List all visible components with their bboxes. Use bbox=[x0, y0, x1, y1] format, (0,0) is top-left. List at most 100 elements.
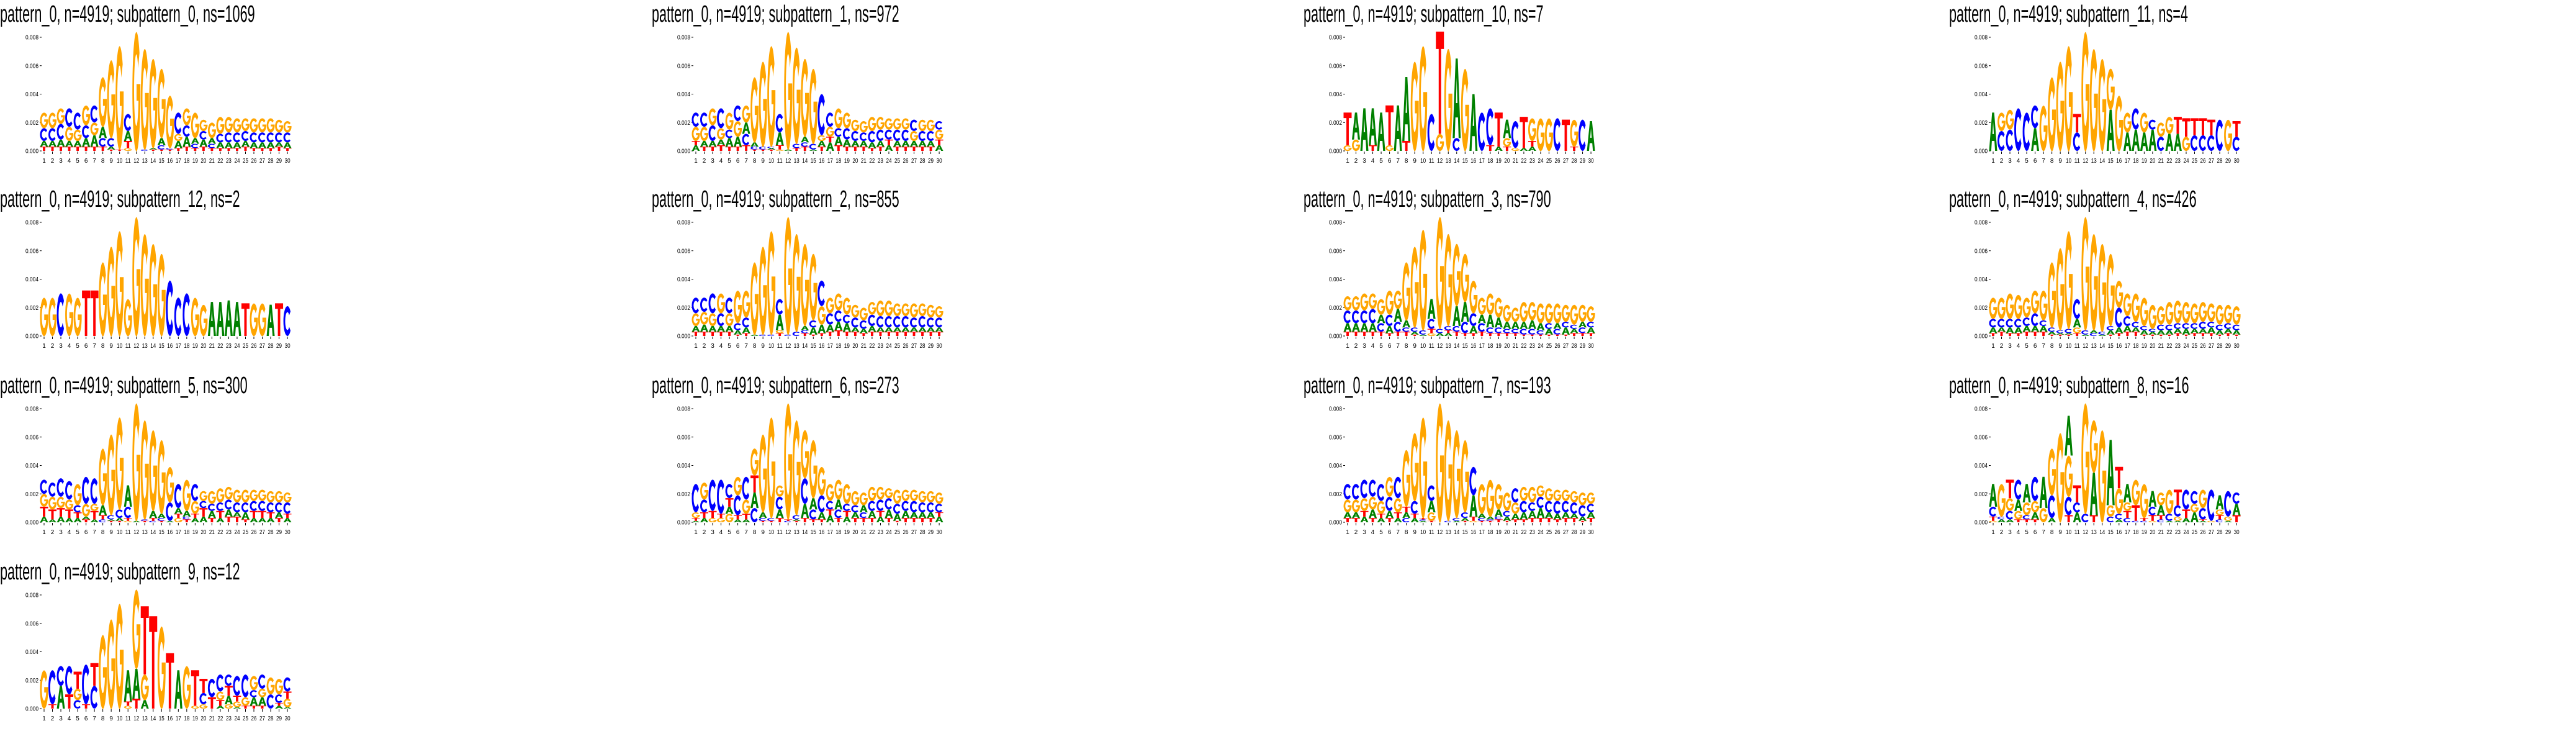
logo-letter-c-glyph bbox=[876, 499, 884, 511]
x-tick-label: 30 bbox=[937, 158, 942, 165]
y-tick-label: 0.006 bbox=[1329, 248, 1342, 255]
logo-letter-a-glyph bbox=[157, 514, 166, 519]
logo-letter-c-glyph bbox=[2014, 319, 2022, 328]
logo-letter-t-glyph bbox=[1402, 506, 1411, 512]
logo-letter-g-glyph bbox=[1486, 293, 1495, 315]
logo-letter-a-glyph bbox=[258, 697, 267, 706]
logo-letter-g-glyph bbox=[851, 304, 860, 318]
logo-letter-g-glyph bbox=[1570, 304, 1578, 325]
y-tick-label: 0.008 bbox=[25, 592, 38, 599]
logo-letter-a-glyph bbox=[775, 314, 784, 330]
logo-letter-c-glyph bbox=[73, 700, 81, 709]
logo-letter-a-glyph bbox=[174, 670, 182, 709]
x-tick-label: 18 bbox=[2133, 158, 2138, 165]
logo-letter-a-glyph bbox=[1427, 501, 1436, 512]
logo-letter-c-glyph bbox=[1570, 502, 1578, 514]
logo-letter-c-glyph bbox=[99, 519, 106, 523]
logo-letter-t-glyph bbox=[725, 147, 734, 152]
logo-letter-g-glyph bbox=[1503, 492, 1511, 511]
logo-letter-a-glyph bbox=[918, 512, 927, 519]
logo-letter-g-glyph bbox=[1486, 479, 1495, 517]
x-tick-label: 15 bbox=[159, 529, 164, 536]
logo-letter-a-glyph bbox=[1544, 512, 1553, 519]
logo-letter-t-glyph bbox=[65, 694, 74, 709]
logo-letter-t-glyph bbox=[725, 498, 734, 507]
logo-letter-g-glyph bbox=[700, 483, 709, 500]
x-tick-label: 12 bbox=[785, 529, 791, 536]
logo-letter-g-glyph bbox=[1477, 484, 1486, 514]
x-tick-label: 3 bbox=[711, 343, 714, 350]
logo-letter-c-glyph bbox=[2073, 299, 2081, 319]
x-tick-label: 23 bbox=[226, 529, 232, 536]
logo-letter-a-glyph bbox=[2190, 329, 2199, 333]
logo-letter-c-glyph bbox=[2232, 137, 2240, 152]
logo-letter-g-glyph bbox=[99, 448, 107, 506]
logo-letter-g-glyph bbox=[1511, 307, 1520, 322]
logo-letter-c-glyph bbox=[2123, 518, 2131, 523]
logo-letter-c-glyph bbox=[149, 520, 156, 522]
logo-letter-t-glyph bbox=[700, 512, 709, 519]
logo-letter-a-glyph bbox=[2014, 327, 2023, 333]
logo-letter-a-glyph bbox=[1997, 327, 2006, 332]
logo-letter-g-glyph bbox=[2081, 403, 2090, 515]
y-tick-label: 0.000 bbox=[677, 333, 690, 340]
logo-letter-g-glyph bbox=[73, 297, 82, 337]
logo-letter-g-glyph bbox=[233, 489, 241, 503]
logo-letter-t-glyph bbox=[2031, 332, 2040, 337]
logo-letter-a-glyph bbox=[73, 140, 82, 147]
x-tick-label: 18 bbox=[184, 715, 189, 722]
logo-letter-a-glyph bbox=[708, 325, 717, 332]
logo-letter-c-glyph bbox=[759, 334, 767, 336]
x-tick-label: 7 bbox=[92, 529, 96, 536]
logo-letter-c-glyph bbox=[1570, 324, 1578, 329]
logo-letter-g-glyph bbox=[910, 131, 919, 142]
logo-letter-a-glyph bbox=[2031, 512, 2040, 520]
logo-letter-g-glyph bbox=[157, 253, 166, 337]
logo-letter-a-glyph bbox=[40, 140, 48, 147]
logo-letter-g-glyph bbox=[140, 674, 149, 701]
logo-letter-a-glyph bbox=[2022, 325, 2031, 332]
logo-letter-g-glyph bbox=[233, 701, 241, 707]
logo-letter-t-glyph bbox=[792, 520, 801, 522]
x-tick-label: 29 bbox=[928, 343, 934, 350]
logo-letter-a-glyph bbox=[124, 130, 132, 141]
x-tick-label: 10 bbox=[117, 529, 122, 536]
logo-letter-g-glyph bbox=[717, 518, 726, 523]
logo-letter-a-glyph bbox=[1452, 520, 1461, 522]
logo-letter-a-glyph bbox=[742, 519, 750, 523]
logo-letter-c-glyph bbox=[2207, 135, 2215, 152]
logo-letter-c-glyph bbox=[241, 130, 249, 141]
logo-letter-c-glyph bbox=[2014, 479, 2022, 500]
logo-letter-c-glyph bbox=[2190, 135, 2198, 152]
logo-letter-c-glyph bbox=[266, 502, 274, 512]
y-tick-label: 0.004 bbox=[1975, 91, 1988, 98]
logo-letter-t-glyph bbox=[893, 147, 901, 152]
logo-letter-c-glyph bbox=[1352, 484, 1359, 500]
logo-letter-g-glyph bbox=[1570, 119, 1578, 147]
x-tick-label: 28 bbox=[920, 529, 925, 536]
y-tick-label: 0.004 bbox=[677, 276, 690, 283]
logo-letter-t-glyph bbox=[82, 519, 91, 523]
logo-letter-c-glyph bbox=[927, 130, 934, 141]
x-tick-label: 22 bbox=[217, 529, 223, 536]
x-tick-label: 25 bbox=[1546, 343, 1552, 350]
logo-letter-g-glyph bbox=[1997, 297, 2006, 319]
logo-letter-a-glyph bbox=[65, 518, 74, 523]
logo-letter-c-glyph bbox=[1477, 112, 1485, 152]
x-tick-label: 4 bbox=[2017, 158, 2020, 165]
logo-letter-g-glyph bbox=[750, 448, 759, 476]
logo-letter-c-glyph bbox=[56, 124, 65, 140]
x-tick-label: 17 bbox=[176, 529, 181, 536]
x-tick-label: 26 bbox=[2200, 158, 2206, 165]
logo-letter-t-glyph bbox=[2065, 515, 2073, 522]
logo-letter-g-glyph bbox=[241, 489, 250, 503]
logo-letter-a-glyph bbox=[191, 518, 199, 523]
logo-panel: pattern_0, n=4919; subpattern_6, ns=273 0… bbox=[652, 371, 1297, 558]
x-tick-label: 14 bbox=[802, 529, 808, 536]
x-tick-label: 10 bbox=[117, 158, 122, 165]
logo-letter-t-glyph bbox=[935, 332, 943, 337]
logo-letter-t-glyph bbox=[2115, 466, 2123, 489]
logo-letter-g-glyph bbox=[2132, 293, 2140, 322]
